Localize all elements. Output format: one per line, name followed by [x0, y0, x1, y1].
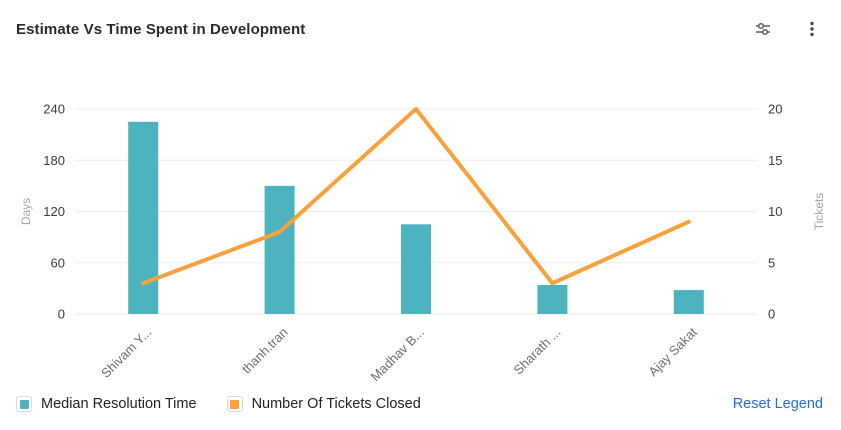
right-axis-tick-label: 0 [768, 307, 775, 322]
chart-canvas: 0 60 120 180 240 0 5 10 15 20 Days Tickets Shivam Y.… [19, 102, 826, 385]
legend-marker-line-series [226, 396, 243, 412]
legend-label: Number Of Tickets Closed [251, 396, 421, 412]
left-axis-title: Days [19, 198, 33, 225]
x-axis-category-label: Sharath ... [510, 325, 563, 378]
left-axis-tick-label: 60 [51, 255, 65, 270]
legend-label: Median Resolution Time [41, 396, 197, 412]
right-axis-title: Tickets [812, 193, 826, 231]
left-axis-tick-label: 240 [43, 102, 65, 117]
x-axis-category-label: thanh.tran [239, 325, 291, 377]
legend-item-number-of-tickets-closed[interactable]: Number Of Tickets Closed [226, 396, 421, 412]
left-axis-tick-label: 120 [43, 204, 65, 219]
right-axis-tick-label: 10 [768, 204, 782, 219]
x-axis-category-label: Madhav B... [367, 325, 427, 385]
x-axis-category-label: Shivam Y... [98, 325, 154, 381]
x-axis-category-label: Ajay Sakat [645, 324, 700, 379]
bar-median-resolution-time[interactable] [264, 185, 295, 314]
filter-sliders-icon[interactable] [751, 17, 775, 41]
filter-sliders-glyph [756, 22, 770, 36]
bar-median-resolution-time[interactable] [673, 290, 704, 314]
legend-marker-bar-series [16, 396, 32, 412]
kebab-menu-glyph [810, 21, 814, 37]
chart-title: Estimate Vs Time Spent in Development [16, 20, 306, 38]
chart-legend: Median Resolution Time Number Of Tickets… [0, 390, 841, 412]
right-axis-tick-label: 15 [768, 153, 782, 168]
left-axis-tick-label: 0 [58, 307, 65, 322]
kebab-menu-icon[interactable] [801, 17, 823, 41]
bar-median-resolution-time[interactable] [401, 224, 431, 314]
left-axis-tick-label: 180 [43, 153, 65, 168]
card-header: Estimate Vs Time Spent in Development [0, 0, 841, 58]
header-actions [751, 17, 823, 41]
chart-plot-area: 0 60 120 180 240 0 5 10 15 20 Days Tickets Shivam Y.… [0, 58, 841, 390]
right-axis-tick-label: 5 [768, 255, 775, 270]
legend-item-median-resolution-time[interactable]: Median Resolution Time [16, 396, 197, 412]
line-number-of-tickets-closed[interactable] [141, 107, 691, 286]
right-axis-tick-label: 20 [768, 102, 782, 117]
bar-median-resolution-time[interactable] [537, 284, 568, 314]
reset-legend-link[interactable]: Reset Legend [732, 396, 823, 412]
